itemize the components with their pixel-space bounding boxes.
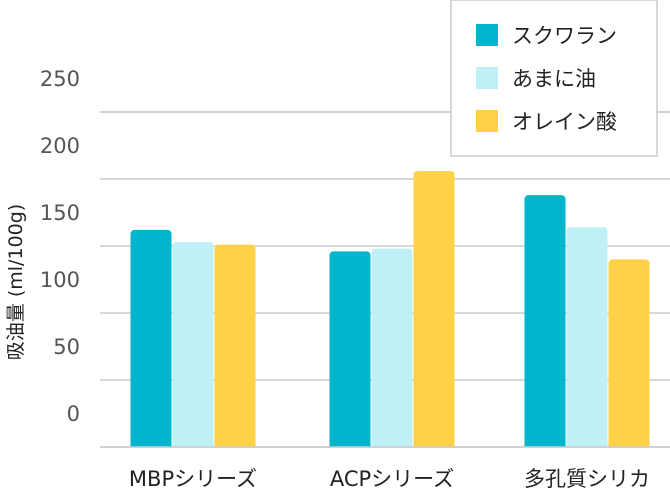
bar-base-2-series-2 [371, 441, 413, 447]
bar-base-3-series-1 [524, 441, 566, 447]
x-axis-categories: MBPシリーズ ACPシリーズ 多孔質シリカ [129, 467, 650, 490]
bar-base-1-series-2 [172, 441, 214, 447]
bar-3-series-2 [566, 227, 608, 447]
bar-2-series-2 [371, 248, 413, 447]
bar-1-series-3 [214, 244, 256, 447]
bar-2-series-3 [413, 170, 455, 447]
bar-3-series-3 [608, 259, 650, 447]
bar-base-1-series-1 [130, 441, 172, 447]
x-category-label-1: MBPシリーズ [129, 467, 257, 490]
bar-base-1-series-3 [214, 441, 256, 447]
legend-label-1: スクワラン [512, 24, 617, 48]
y-tick-label-200: 200 [40, 134, 80, 158]
legend-swatch-2 [476, 67, 498, 89]
bar-base-3-series-2 [566, 441, 608, 447]
legend-label-3: オレイン酸 [512, 110, 617, 134]
legend-swatch-3 [476, 110, 498, 132]
y-axis-label: 吸油量 (ml/100g) [5, 204, 27, 360]
y-tick-label-150: 150 [40, 201, 80, 225]
bar-1-series-2 [172, 241, 214, 447]
x-category-label-3: 多孔質シリカ [524, 467, 650, 490]
bar-base-2-series-1 [329, 441, 371, 447]
y-tick-label-100: 100 [40, 268, 80, 292]
y-tick-label-250: 250 [40, 67, 80, 91]
bar-base-3-series-3 [608, 441, 650, 447]
legend-label-2: あまに油 [512, 67, 596, 91]
bars [100, 170, 670, 448]
x-category-label-2: ACPシリーズ [330, 467, 454, 490]
y-axis-ticks: 0 50 100 150 200 250 [40, 67, 80, 426]
bar-base-2-series-3 [413, 441, 455, 447]
y-tick-label-0: 0 [67, 402, 80, 426]
bar-1-series-1 [130, 229, 172, 447]
y-tick-label-50: 50 [53, 335, 80, 359]
bar-2-series-1 [329, 251, 371, 447]
bar-3-series-1 [524, 195, 566, 447]
legend-swatch-1 [476, 24, 498, 46]
